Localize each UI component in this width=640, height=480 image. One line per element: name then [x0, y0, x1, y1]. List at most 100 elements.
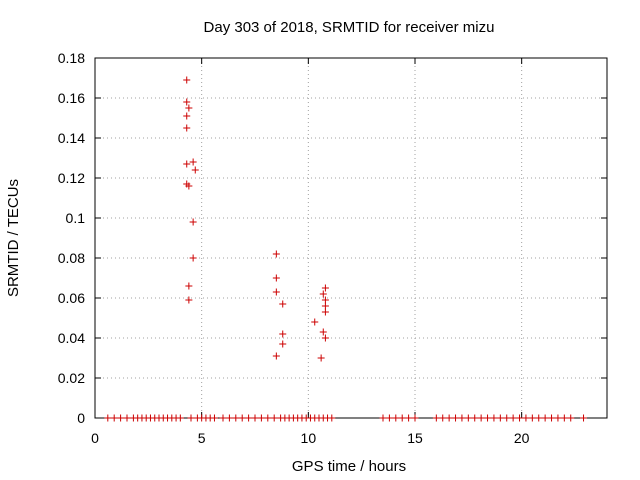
data-point — [458, 414, 466, 422]
data-point — [185, 104, 193, 112]
data-point — [452, 414, 460, 422]
data-point — [183, 124, 191, 132]
data-point — [189, 158, 197, 166]
x-axis-label: GPS time / hours — [292, 458, 406, 475]
data-point — [187, 414, 195, 422]
data-point — [321, 302, 329, 310]
x-tick-labels: 0 5 10 15 20 — [91, 430, 530, 446]
data-points — [104, 76, 588, 422]
data-point — [321, 308, 329, 316]
data-point — [522, 414, 530, 422]
data-point — [189, 218, 197, 226]
data-point — [321, 334, 329, 342]
data-point — [104, 414, 112, 422]
x-tick-label: 5 — [198, 430, 206, 446]
data-point — [398, 414, 406, 422]
data-point — [541, 414, 549, 422]
y-tick-label: 0.12 — [58, 170, 85, 186]
data-point — [432, 414, 440, 422]
data-point — [245, 414, 253, 422]
data-point — [477, 414, 485, 422]
data-point — [232, 414, 240, 422]
y-tick-label: 0.16 — [58, 90, 85, 106]
data-point — [392, 414, 400, 422]
data-point — [110, 414, 118, 422]
grid-lines — [95, 58, 607, 418]
data-point — [548, 414, 556, 422]
data-point — [509, 414, 517, 422]
y-tick-label: 0.02 — [58, 370, 85, 386]
y-axis-label: SRMTID / TECUs — [5, 179, 22, 297]
data-point — [185, 296, 193, 304]
data-point — [321, 284, 329, 292]
plot-frame — [94, 57, 608, 419]
data-point — [439, 414, 447, 422]
data-point — [385, 414, 393, 422]
data-point — [123, 414, 131, 422]
data-point — [183, 160, 191, 168]
data-point — [560, 414, 568, 422]
data-point — [251, 414, 259, 422]
y-tick-label: 0.1 — [66, 210, 86, 226]
data-point — [183, 98, 191, 106]
data-point — [405, 414, 413, 422]
data-point — [319, 328, 327, 336]
data-point — [279, 300, 287, 308]
data-point — [185, 282, 193, 290]
y-tick-label: 0.18 — [58, 50, 85, 66]
data-point — [183, 112, 191, 120]
data-point — [272, 250, 280, 258]
data-point — [176, 414, 184, 422]
data-point — [238, 414, 246, 422]
y-tick-label: 0.04 — [58, 330, 85, 346]
x-tick-label: 0 — [91, 430, 99, 446]
chart-title: Day 303 of 2018, SRMTID for receiver miz… — [204, 19, 495, 36]
data-point — [317, 354, 325, 362]
data-point — [464, 414, 472, 422]
data-point — [411, 414, 419, 422]
data-point — [445, 414, 453, 422]
y-tick-label: 0 — [77, 410, 85, 426]
data-point — [379, 414, 387, 422]
data-point — [516, 414, 524, 422]
data-point — [185, 182, 193, 190]
data-point — [471, 414, 479, 422]
data-point — [580, 414, 588, 422]
data-point — [272, 274, 280, 282]
data-point — [225, 414, 233, 422]
data-point — [270, 414, 278, 422]
data-point — [319, 290, 327, 298]
data-point — [189, 254, 197, 262]
data-point — [279, 340, 287, 348]
data-point — [554, 414, 562, 422]
data-point — [219, 414, 227, 422]
data-point — [535, 414, 543, 422]
x-tick-label: 20 — [514, 430, 530, 446]
data-point — [328, 414, 336, 422]
axis-ticks — [94, 57, 607, 419]
data-point — [503, 414, 511, 422]
y-tick-labels: 0 0.02 0.04 0.06 0.08 0.1 0.12 0.14 0.16 0.18 — [58, 50, 85, 426]
data-point — [567, 414, 575, 422]
data-point — [257, 414, 265, 422]
data-point — [183, 76, 191, 84]
data-point — [528, 414, 536, 422]
data-point — [272, 288, 280, 296]
y-tick-label: 0.14 — [58, 130, 85, 146]
data-point — [484, 414, 492, 422]
data-point — [272, 352, 280, 360]
data-point — [264, 414, 272, 422]
y-tick-label: 0.08 — [58, 250, 85, 266]
data-point — [311, 318, 319, 326]
data-point — [496, 414, 504, 422]
data-point — [191, 166, 199, 174]
data-point — [279, 330, 287, 338]
y-tick-label: 0.06 — [58, 290, 85, 306]
data-point — [117, 414, 125, 422]
data-point — [490, 414, 498, 422]
x-tick-label: 10 — [301, 430, 317, 446]
x-tick-label: 15 — [407, 430, 423, 446]
data-point — [210, 414, 218, 422]
data-point — [321, 296, 329, 304]
